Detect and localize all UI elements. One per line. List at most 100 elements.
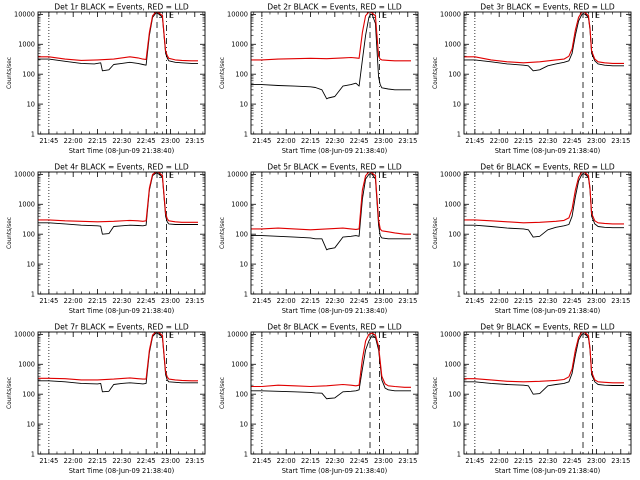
y-tick-label: 1000	[444, 41, 461, 49]
plot-frame	[463, 11, 632, 135]
x-tick-label: 21:45	[39, 297, 58, 305]
x-tick-label: 22:30	[112, 137, 131, 145]
x-axis-label: Start Time (08-Jun-09 21:38:40)	[69, 307, 175, 315]
chart-title: Det 3r BLACK = Events, RED = LLD	[480, 3, 615, 12]
series-line-lld	[464, 332, 624, 384]
y-tick-label: 10000	[14, 11, 35, 19]
y-tick-label: 1	[31, 450, 35, 458]
y-axis-label: Counts/sec	[7, 57, 13, 89]
x-tick-label: 22:15	[301, 137, 320, 145]
series-group	[464, 332, 624, 395]
series-line-events	[251, 13, 411, 100]
marker-label-end: E	[169, 331, 174, 340]
y-tick-label: 100	[22, 390, 35, 398]
x-tick-label: 22:45	[350, 457, 369, 465]
x-tick-label: 22:15	[514, 137, 533, 145]
plot-frame	[37, 11, 206, 135]
x-tick-label: 21:45	[252, 137, 271, 145]
marker-label-end: E	[595, 331, 600, 340]
y-tick-label: 10000	[227, 11, 248, 19]
x-tick-label: 22:30	[112, 457, 131, 465]
y-tick-label: 1000	[444, 361, 461, 369]
y-tick-label: 10	[453, 100, 461, 108]
x-tick-label: 23:15	[185, 457, 204, 465]
y-tick-label: 1000	[231, 361, 248, 369]
plot-frame	[250, 171, 419, 295]
chart-title: Det 9r BLACK = Events, RED = LLD	[480, 323, 615, 332]
y-tick-label: 1	[31, 290, 35, 298]
chart-panel-7: Det 7r BLACK = Events, RED = LLD Counts/s…	[7, 323, 206, 475]
y-tick-label: 1	[244, 290, 248, 298]
series-line-lld	[38, 172, 198, 223]
y-tick-label: 10000	[440, 171, 461, 179]
chart-panel-5: Det 5r BLACK = Events, RED = LLD Counts/s…	[220, 163, 419, 315]
marker-label-end: E	[595, 11, 600, 20]
x-tick-label: 22:15	[514, 457, 533, 465]
chart-title: Det 4r BLACK = Events, RED = LLD	[54, 163, 189, 172]
series-line-events	[38, 172, 198, 235]
series-line-events	[464, 173, 624, 238]
series-line-events	[251, 335, 411, 400]
y-tick-label: 10000	[14, 331, 35, 339]
x-tick-label: 23:15	[185, 137, 204, 145]
x-tick-label: 23:15	[611, 297, 630, 305]
series-group	[38, 332, 198, 393]
chart-title: Det 2r BLACK = Events, RED = LLD	[267, 3, 402, 12]
series-line-lld	[38, 12, 198, 62]
x-tick-label: 21:45	[39, 457, 58, 465]
x-tick-label: 22:15	[301, 297, 320, 305]
y-tick-label: 1000	[444, 201, 461, 209]
x-tick-label: 22:00	[64, 457, 83, 465]
y-tick-label: 10	[27, 100, 35, 108]
chart-title: Det 8r BLACK = Events, RED = LLD	[267, 323, 402, 332]
x-tick-label: 22:30	[538, 457, 557, 465]
x-axis-label: Start Time (08-Jun-09 21:38:40)	[69, 467, 175, 475]
x-tick-label: 22:00	[490, 137, 509, 145]
x-tick-label: 22:30	[538, 137, 557, 145]
y-tick-label: 100	[235, 390, 248, 398]
y-tick-label: 10	[240, 100, 248, 108]
x-tick-label: 22:30	[325, 297, 344, 305]
x-tick-label: 23:00	[161, 137, 180, 145]
x-tick-label: 23:15	[398, 457, 417, 465]
y-tick-label: 1	[457, 450, 461, 458]
chart-panel-1: Det 1r BLACK = Events, RED = LLD Counts/s…	[7, 3, 206, 155]
x-tick-label: 22:00	[277, 137, 296, 145]
x-tick-label: 23:00	[587, 297, 606, 305]
x-tick-label: 22:45	[350, 137, 369, 145]
series-group	[251, 172, 411, 251]
y-axis-label: Counts/sec	[220, 57, 226, 89]
x-tick-label: 23:00	[374, 137, 393, 145]
series-group	[464, 172, 624, 238]
x-tick-label: 23:00	[587, 457, 606, 465]
y-tick-label: 100	[448, 390, 461, 398]
y-tick-label: 100	[448, 230, 461, 238]
x-tick-label: 21:45	[465, 297, 484, 305]
y-tick-label: 10	[27, 420, 35, 428]
y-tick-label: 1	[457, 290, 461, 298]
x-tick-label: 22:15	[88, 457, 107, 465]
x-axis-label: Start Time (08-Jun-09 21:38:40)	[495, 147, 601, 155]
series-line-events	[464, 333, 624, 395]
y-tick-label: 10000	[227, 171, 248, 179]
x-axis-label: Start Time (08-Jun-09 21:38:40)	[495, 307, 601, 315]
x-axis-label: Start Time (08-Jun-09 21:38:40)	[282, 147, 388, 155]
series-line-lld	[251, 172, 411, 235]
x-tick-label: 22:30	[538, 297, 557, 305]
x-tick-label: 23:15	[611, 457, 630, 465]
y-tick-label: 1	[31, 130, 35, 138]
chart-panel-2: Det 2r BLACK = Events, RED = LLD Counts/s…	[220, 3, 419, 155]
x-tick-label: 22:00	[277, 297, 296, 305]
y-tick-label: 10	[453, 260, 461, 268]
x-tick-label: 22:15	[88, 137, 107, 145]
x-axis-label: Start Time (08-Jun-09 21:38:40)	[69, 147, 175, 155]
x-axis-label: Start Time (08-Jun-09 21:38:40)	[282, 307, 388, 315]
y-tick-label: 1	[244, 450, 248, 458]
chart-panel-8: Det 8r BLACK = Events, RED = LLD Counts/s…	[220, 323, 419, 475]
x-tick-label: 21:45	[39, 137, 58, 145]
x-tick-label: 22:00	[490, 297, 509, 305]
x-tick-label: 22:30	[325, 457, 344, 465]
x-tick-label: 22:00	[277, 457, 296, 465]
x-tick-label: 21:45	[252, 297, 271, 305]
